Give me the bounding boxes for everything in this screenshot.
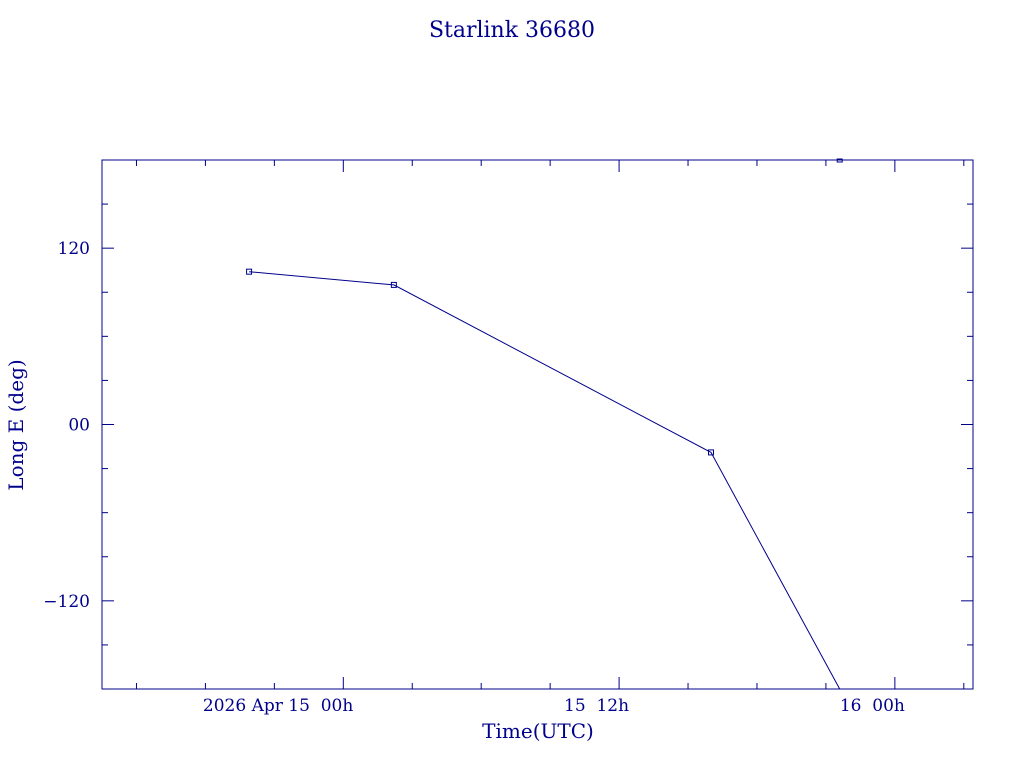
data-point [836, 158, 843, 163]
tick-marks [102, 160, 973, 689]
data-point [390, 281, 397, 288]
data-point [708, 449, 715, 456]
x-tick-label: 15 12h [564, 696, 629, 716]
x-tick-labels: 2026 Apr 15 00h 15 12h 16 00h [203, 696, 905, 716]
y-tick-labels: 120 00 −120 [43, 239, 90, 612]
y-axis-label: Long E (deg) [4, 359, 28, 490]
series-line [249, 271, 841, 690]
plot-frame [101, 159, 974, 690]
y-tick-label: 120 [58, 239, 90, 259]
x-tick-label: 16 00h [840, 696, 905, 716]
chart-title: Starlink 36680 [429, 18, 595, 43]
series-layer [246, 158, 843, 690]
y-tick-label: −120 [43, 592, 90, 612]
y-tick-label: 00 [68, 416, 90, 436]
x-axis-label: Time(UTC) [482, 719, 594, 743]
x-tick-label: 2026 Apr 15 00h [203, 696, 353, 716]
data-point [246, 268, 253, 275]
